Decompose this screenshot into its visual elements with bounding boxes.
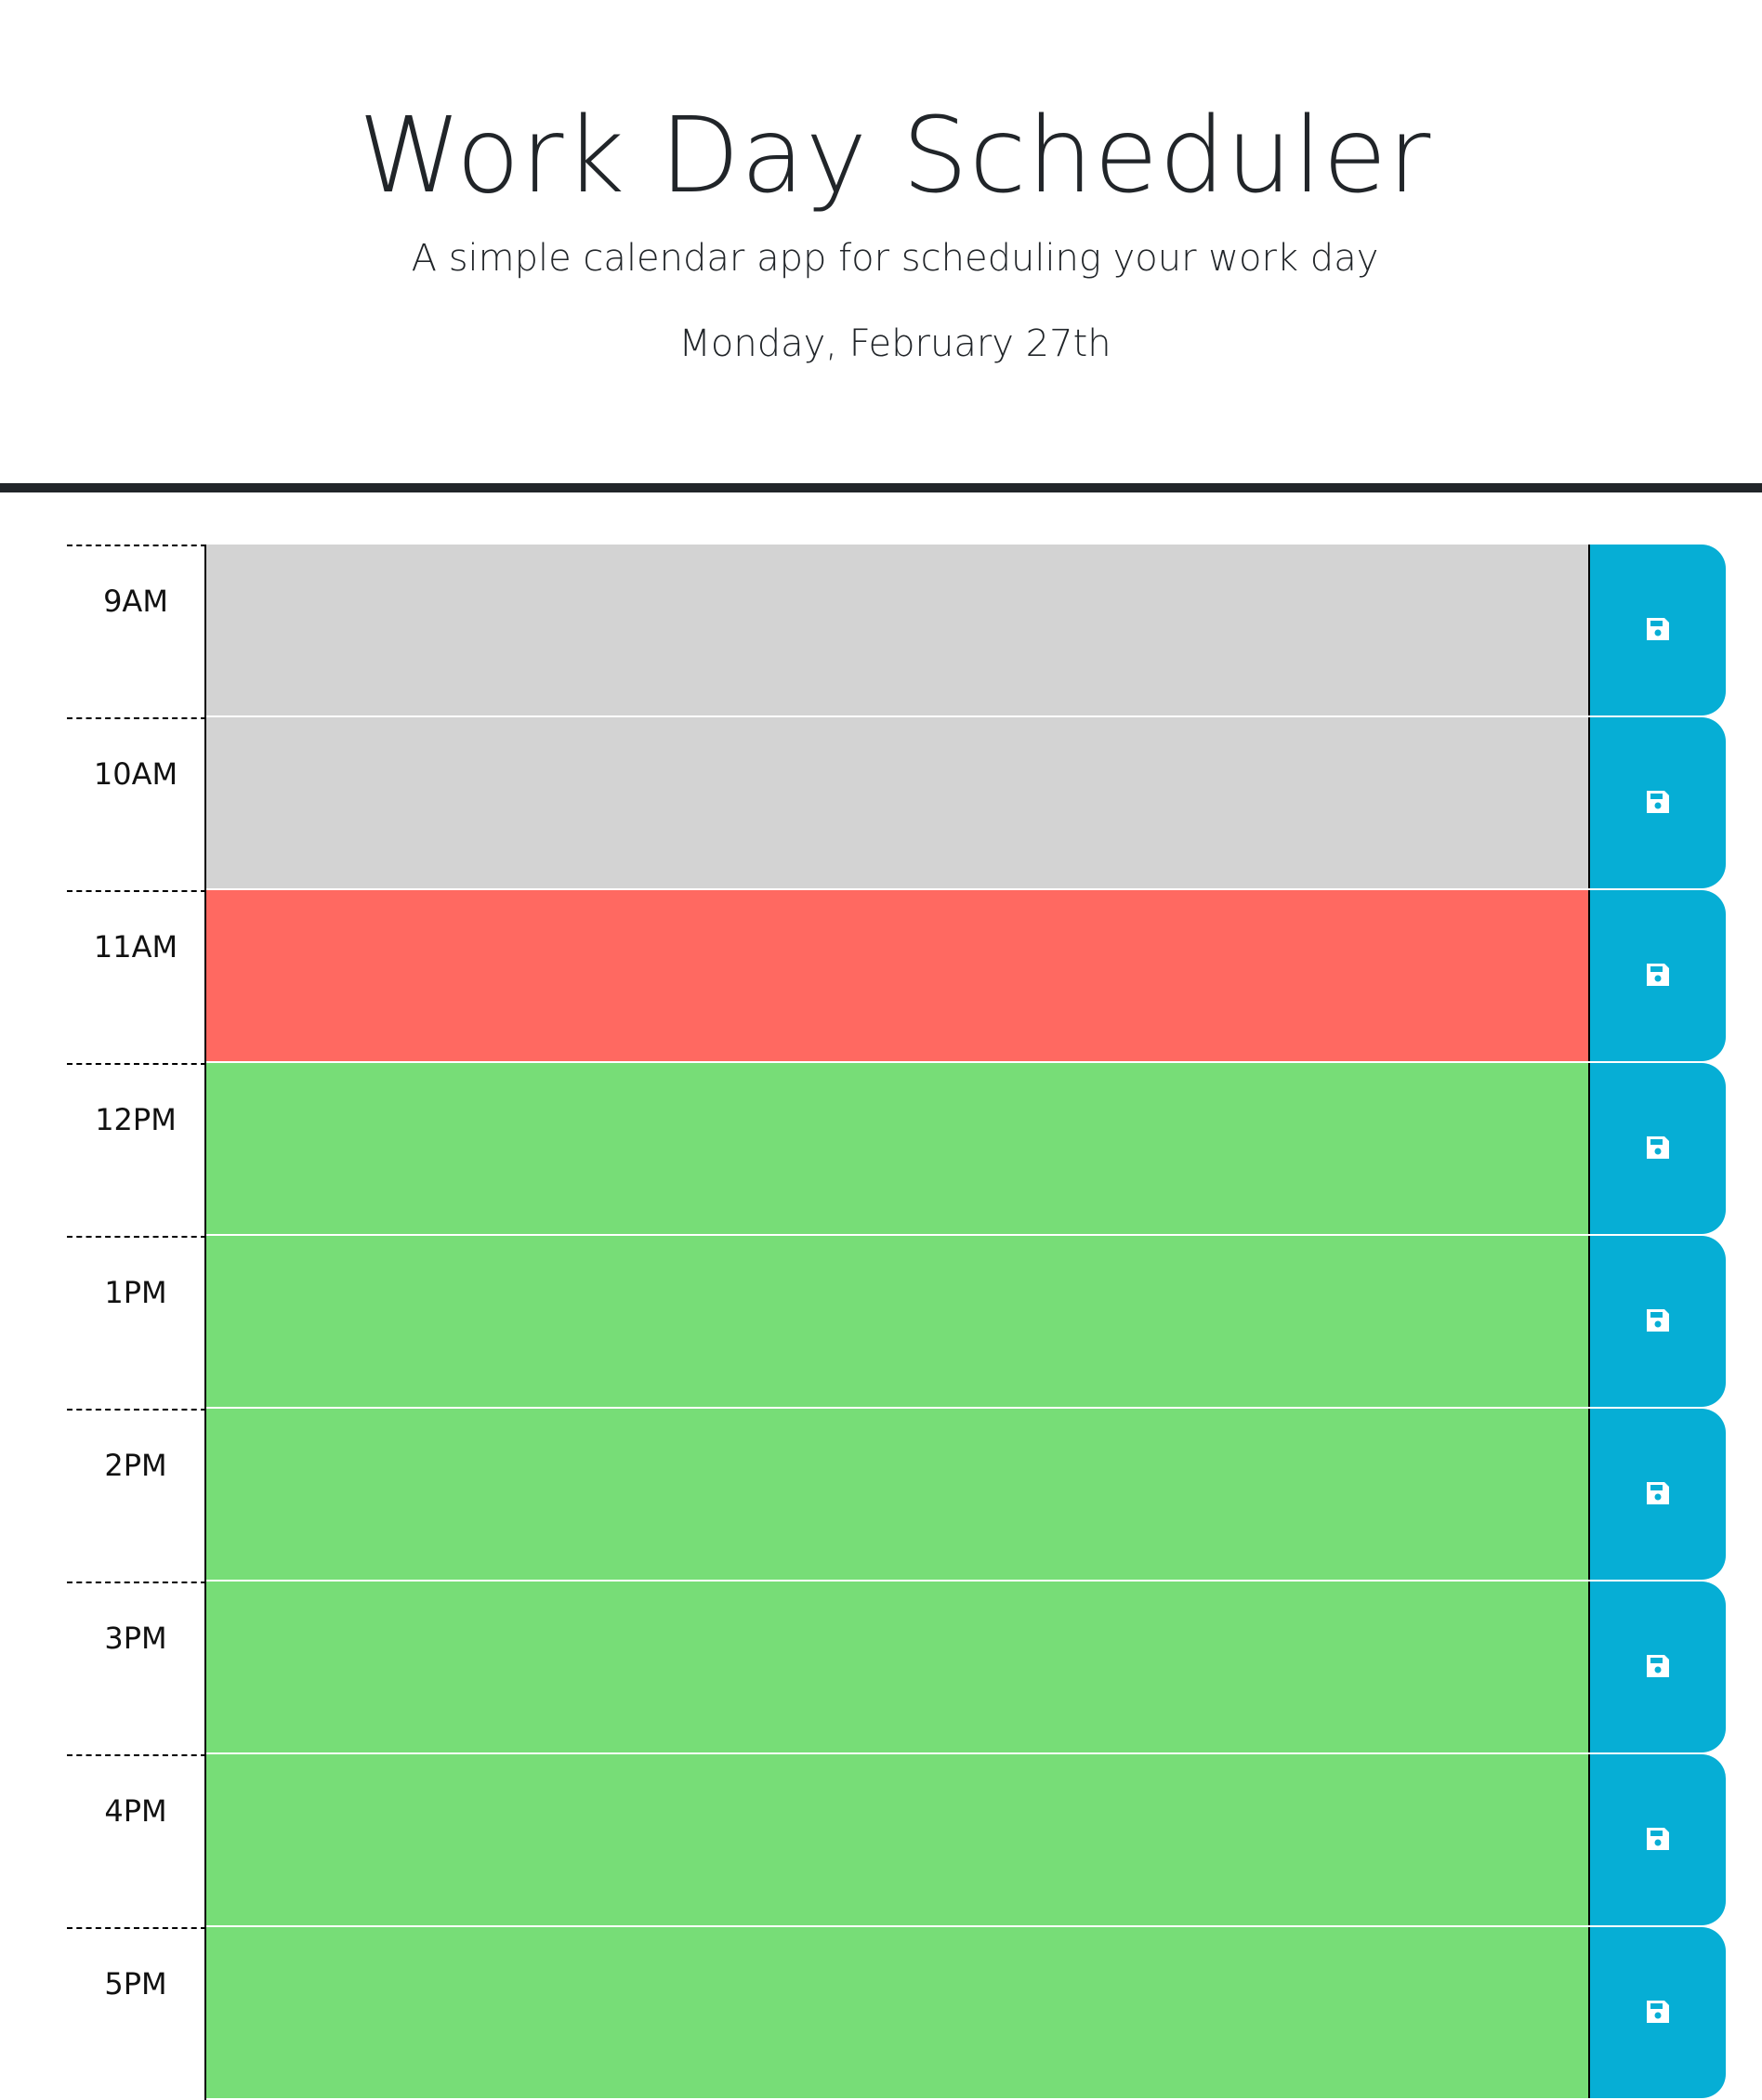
time-block: 1PM: [0, 1236, 1762, 1409]
floppy-disk-icon: [1647, 1309, 1669, 1332]
hour-label: 10AM: [67, 717, 206, 890]
floppy-disk-icon: [1647, 964, 1669, 986]
time-block: 4PM: [0, 1754, 1762, 1927]
save-button[interactable]: [1588, 1927, 1726, 2098]
description-input[interactable]: [206, 1409, 1589, 1582]
hour-label: 5PM: [67, 1927, 206, 2100]
time-block: 9AM: [0, 545, 1762, 717]
time-block: 12PM: [0, 1063, 1762, 1236]
save-button[interactable]: [1588, 1409, 1726, 1580]
page-title: Work Day Scheduler: [358, 96, 1432, 217]
floppy-disk-icon: [1647, 2001, 1669, 2023]
time-block: 3PM: [0, 1582, 1762, 1754]
save-button[interactable]: [1588, 890, 1726, 1061]
save-button[interactable]: [1588, 1063, 1726, 1234]
time-block-list: 9AM 10AM 11AM 12PM 1PM 2PM 3PM 4PM 5PM: [0, 545, 1762, 2100]
hour-label: 2PM: [67, 1409, 206, 1582]
header: Work Day Scheduler A simple calendar app…: [0, 0, 1762, 492]
save-button[interactable]: [1588, 1754, 1726, 1925]
page-subtitle: A simple calendar app for scheduling you…: [411, 237, 1379, 280]
floppy-disk-icon: [1647, 618, 1669, 640]
description-input[interactable]: [206, 1063, 1589, 1236]
save-button[interactable]: [1588, 545, 1726, 715]
description-input[interactable]: [206, 717, 1589, 890]
time-block: 11AM: [0, 890, 1762, 1063]
description-input[interactable]: [206, 1236, 1589, 1409]
save-button[interactable]: [1588, 1236, 1726, 1407]
hour-label: 4PM: [67, 1754, 206, 1927]
floppy-disk-icon: [1647, 1828, 1669, 1850]
description-input[interactable]: [206, 890, 1589, 1063]
save-button[interactable]: [1588, 717, 1726, 888]
time-block: 10AM: [0, 717, 1762, 890]
save-button[interactable]: [1588, 1582, 1726, 1752]
floppy-disk-icon: [1647, 1136, 1669, 1159]
time-block: 5PM: [0, 1927, 1762, 2100]
time-block: 2PM: [0, 1409, 1762, 1582]
hour-label: 9AM: [67, 545, 206, 717]
description-input[interactable]: [206, 1927, 1589, 2100]
floppy-disk-icon: [1647, 791, 1669, 813]
floppy-disk-icon: [1647, 1482, 1669, 1504]
hour-label: 1PM: [67, 1236, 206, 1409]
floppy-disk-icon: [1647, 1655, 1669, 1677]
hour-label: 12PM: [67, 1063, 206, 1236]
current-day: Monday, February 27th: [678, 322, 1111, 365]
description-input[interactable]: [206, 1582, 1589, 1754]
description-input[interactable]: [206, 545, 1589, 717]
description-input[interactable]: [206, 1754, 1589, 1927]
hour-label: 3PM: [67, 1582, 206, 1754]
hour-label: 11AM: [67, 890, 206, 1063]
